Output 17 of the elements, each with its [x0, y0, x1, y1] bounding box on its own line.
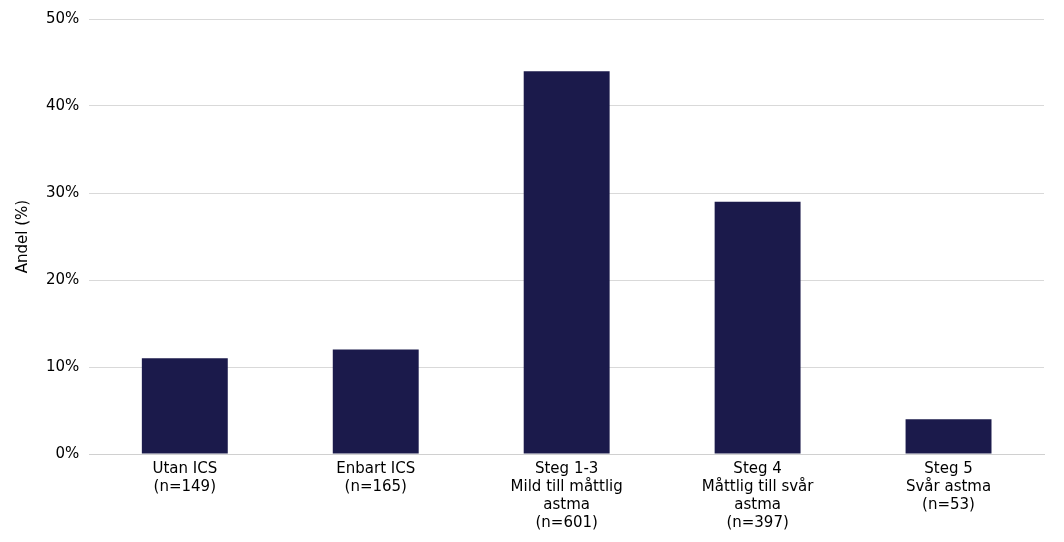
- y-tick-label: 30%: [46, 182, 80, 201]
- bar: [905, 419, 992, 454]
- y-tick-label: 0%: [55, 443, 80, 462]
- y-tick-label: 50%: [46, 8, 80, 27]
- bar: [141, 358, 228, 454]
- y-tick-label: 40%: [46, 95, 80, 114]
- y-tick-label: 10%: [46, 356, 80, 375]
- bar: [523, 71, 610, 454]
- x-tick-label: Enbart ICS (n=165): [336, 458, 416, 495]
- x-tick-label: Steg 4 Måttlig till svår astma (n=397): [701, 458, 815, 531]
- y-tick-label: 20%: [46, 269, 80, 288]
- x-tick-label: Steg 5 Svår astma (n=53): [905, 458, 992, 513]
- x-tick-label: Utan ICS (n=149): [152, 458, 218, 495]
- y-axis-title: Andel (%): [12, 199, 31, 274]
- bar: [714, 201, 801, 454]
- x-tick-label: Steg 1-3 Mild till måttlig astma (n=601): [510, 458, 623, 531]
- bar: [332, 349, 419, 454]
